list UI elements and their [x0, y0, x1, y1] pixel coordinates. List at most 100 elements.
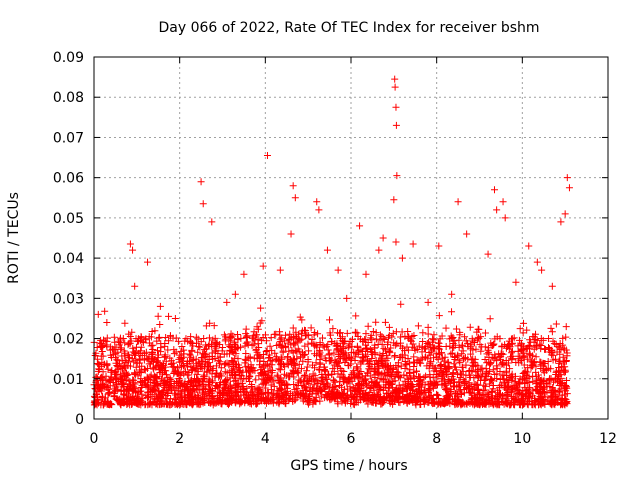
background-point — [202, 390, 210, 398]
background-point — [417, 376, 425, 384]
y-tick-label: 0.05 — [53, 211, 84, 227]
background-point — [402, 360, 410, 368]
background-point — [451, 355, 459, 363]
background-point — [396, 393, 404, 401]
background-point — [178, 357, 186, 365]
data-point — [391, 75, 399, 83]
background-point — [382, 363, 390, 371]
background-point — [143, 393, 151, 401]
background-point — [94, 360, 102, 368]
background-point — [281, 331, 289, 339]
background-point — [307, 324, 315, 332]
background-point — [488, 387, 496, 395]
background-point — [523, 400, 531, 408]
background-point — [163, 386, 171, 394]
background-point — [274, 394, 282, 402]
background-point — [126, 333, 134, 341]
background-point — [480, 381, 488, 389]
x-axis-label: GPS time / hours — [290, 458, 407, 474]
background-point — [284, 361, 292, 369]
background-point — [489, 341, 497, 349]
background-point — [131, 369, 139, 377]
background-point — [131, 349, 139, 357]
background-point — [485, 350, 493, 358]
background-point — [140, 379, 148, 387]
background-point — [400, 397, 408, 405]
background-point — [363, 379, 371, 387]
background-point — [102, 372, 110, 380]
background-point — [434, 400, 442, 408]
background-point — [150, 381, 158, 389]
background-point — [268, 361, 276, 369]
data-point — [533, 258, 541, 266]
background-point — [286, 330, 294, 338]
background-point — [232, 376, 240, 384]
data-point — [197, 178, 205, 186]
background-point — [392, 394, 400, 402]
background-point — [448, 349, 456, 357]
background-point — [530, 345, 538, 353]
background-point — [300, 383, 308, 391]
background-point — [368, 398, 376, 406]
background-point — [532, 330, 540, 338]
background-point — [289, 333, 297, 341]
background-point — [381, 318, 389, 326]
background-point — [117, 386, 125, 394]
background-point — [157, 391, 165, 399]
background-point — [253, 323, 261, 331]
background-point — [182, 335, 190, 343]
background-point — [529, 387, 537, 395]
background-point — [362, 397, 370, 405]
background-point — [464, 339, 472, 347]
background-point — [546, 348, 554, 356]
background-point — [376, 331, 384, 339]
background-point — [414, 322, 422, 330]
background-point — [544, 380, 552, 388]
background-point — [211, 334, 219, 342]
background-point — [515, 336, 523, 344]
y-tick-label: 0.07 — [53, 130, 84, 146]
background-point — [457, 386, 465, 394]
background-point — [540, 399, 548, 407]
background-point — [318, 370, 326, 378]
background-point — [504, 388, 512, 396]
data-point — [484, 250, 492, 258]
background-point — [195, 343, 203, 351]
background-point — [410, 332, 418, 340]
background-point — [343, 379, 351, 387]
background-point — [317, 352, 325, 360]
background-point — [508, 370, 516, 378]
background-point — [429, 344, 437, 352]
background-point — [511, 401, 519, 409]
background-point — [127, 362, 135, 370]
data-point — [362, 270, 370, 278]
background-point — [147, 393, 155, 401]
background-point — [263, 360, 271, 368]
background-point — [156, 360, 164, 368]
background-point — [509, 394, 517, 402]
background-point — [388, 381, 396, 389]
background-point — [508, 349, 516, 357]
background-point — [210, 395, 218, 403]
background-point — [257, 304, 265, 312]
background-point — [456, 374, 464, 382]
background-point — [238, 383, 246, 391]
background-point — [344, 376, 352, 384]
background-point — [297, 376, 305, 384]
background-point — [326, 329, 334, 337]
background-point — [300, 372, 308, 380]
background-point — [111, 368, 119, 376]
background-point — [386, 349, 394, 357]
background-point — [540, 384, 548, 392]
background-point — [306, 398, 314, 406]
background-point — [426, 378, 434, 386]
background-point — [516, 400, 524, 408]
background-point — [546, 375, 554, 383]
background-point — [504, 341, 512, 349]
background-point — [242, 330, 250, 338]
background-point — [490, 340, 498, 348]
background-point — [282, 380, 290, 388]
background-point — [409, 398, 417, 406]
background-point — [130, 358, 138, 366]
background-point — [416, 389, 424, 397]
